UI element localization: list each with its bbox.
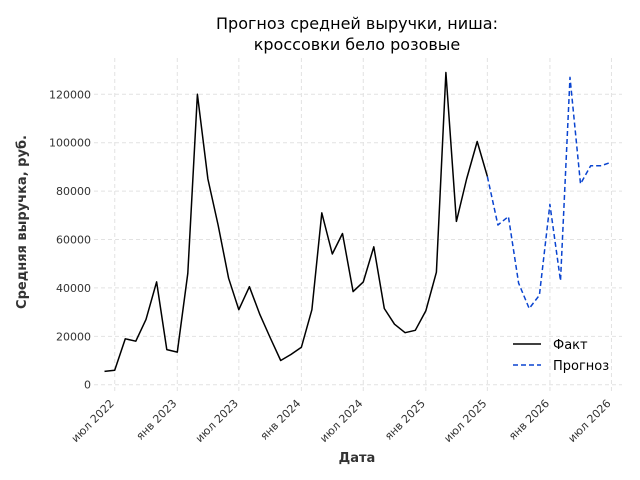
y-tick-label: 0 [84, 379, 91, 392]
y-axis-label: Средняя выручка, руб. [15, 135, 30, 309]
x-axis-label: Дата [339, 451, 376, 466]
y-tick-label: 80000 [56, 185, 91, 198]
y-tick-label: 100000 [49, 137, 91, 150]
y-tick-label: 60000 [56, 234, 91, 247]
grid-lines [94, 58, 622, 392]
x-tick-label: июл 2022 [69, 397, 117, 445]
x-tick-label: янв 2023 [134, 397, 180, 443]
legend: Факт Прогноз [513, 338, 609, 374]
x-tick-label: янв 2025 [382, 397, 428, 443]
legend-label-forecast: Прогноз [553, 359, 609, 374]
chart-title-line-2: кроссовки бело розовые [254, 35, 461, 54]
y-tick-labels: 0 20000 40000 60000 80000 100000 120000 [49, 88, 91, 391]
legend-label-fact: Факт [553, 338, 588, 353]
series-line-fact [104, 71, 489, 373]
x-tick-label: янв 2024 [258, 397, 304, 443]
series-lines [104, 71, 612, 373]
x-tick-labels: июл 2022 янв 2023 июл 2023 янв 2024 июл 2024… [69, 397, 614, 445]
x-tick-label: июл 2026 [566, 397, 614, 445]
y-tick-label: 120000 [49, 88, 91, 101]
chart-title-line-1: Прогноз средней выручки, ниша: [216, 14, 498, 33]
series-line-forecast [486, 76, 612, 310]
x-tick-label: июл 2025 [441, 397, 489, 445]
y-tick-label: 20000 [56, 330, 91, 343]
x-tick-label: янв 2026 [506, 397, 552, 443]
y-tick-label: 40000 [56, 282, 91, 295]
x-tick-label: июл 2023 [193, 397, 241, 445]
x-tick-label: июл 2024 [317, 397, 365, 445]
